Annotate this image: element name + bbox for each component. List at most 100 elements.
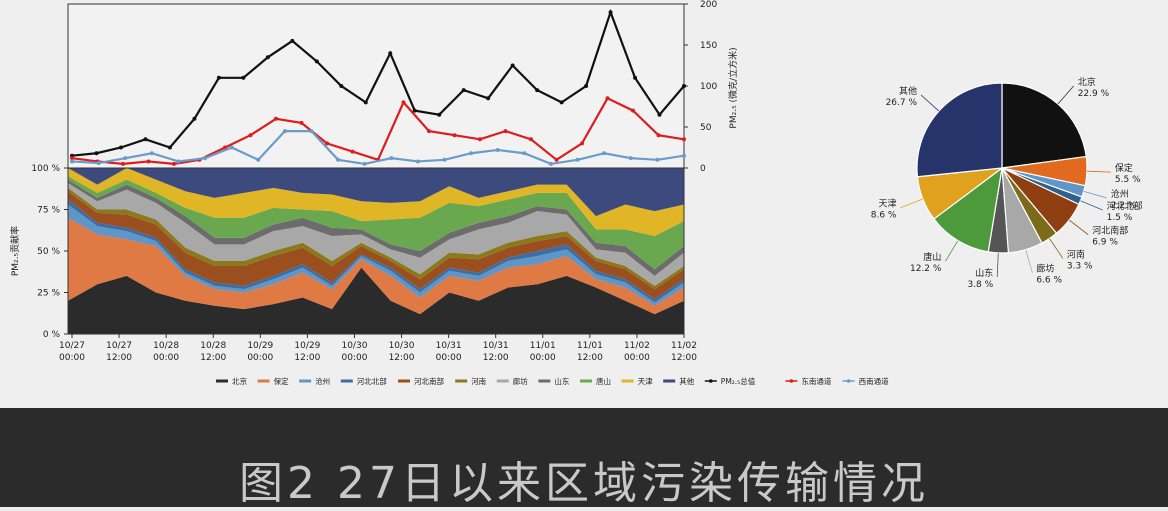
x-tick-date: 10/27 bbox=[106, 341, 132, 351]
point-东南通道 bbox=[503, 129, 508, 134]
point-PM₂.₅总值 bbox=[388, 51, 393, 56]
left-tick-label: 50 % bbox=[37, 247, 60, 257]
x-tick-date: 10/29 bbox=[294, 341, 320, 351]
legend-label: 天津 bbox=[638, 377, 653, 386]
legend-label: 沧州 bbox=[315, 376, 330, 386]
point-PM₂.₅总值 bbox=[486, 96, 491, 101]
pie-leader-line bbox=[900, 198, 923, 209]
point-西南通道 bbox=[229, 145, 234, 150]
point-东南通道 bbox=[223, 145, 227, 150]
point-PM₂.₅总值 bbox=[143, 137, 148, 142]
x-tick-time: 12:00 bbox=[389, 353, 415, 363]
right-axis-label: PM₂.₅ (微克/立方米) bbox=[727, 47, 739, 128]
pie-label-value: 6.6 % bbox=[1036, 276, 1062, 286]
pie-label-name: 其他 bbox=[899, 85, 917, 97]
point-PM₂.₅总值 bbox=[363, 100, 368, 105]
x-tick-date: 11/01 bbox=[530, 341, 556, 351]
pie-slice-其他 bbox=[916, 82, 1003, 178]
area-保定 bbox=[68, 217, 684, 315]
point-东南通道 bbox=[70, 156, 74, 161]
x-tick-date: 10/30 bbox=[341, 341, 367, 351]
legend-label: 唐山 bbox=[596, 376, 611, 386]
point-PM₂.₅总值 bbox=[94, 151, 99, 156]
point-东南通道 bbox=[452, 133, 457, 138]
x-tick-date: 10/30 bbox=[389, 341, 415, 351]
area-其他 bbox=[68, 168, 684, 217]
point-东南通道 bbox=[427, 129, 431, 134]
pie-label-name: 河北北部 bbox=[1107, 200, 1143, 212]
pie-label-name: 唐山 bbox=[923, 251, 941, 263]
pie-label-value: 5.5 % bbox=[1115, 175, 1141, 185]
point-东南通道 bbox=[172, 161, 176, 166]
point-西南通道 bbox=[522, 151, 527, 156]
pie-label-name: 沧州 bbox=[1111, 188, 1129, 200]
point-PM₂.₅总值 bbox=[633, 75, 638, 80]
figure-area: 0 % 25 % 50 % 75 % 100 % PM₂.₅贡献率 0 50 100 150 200… bbox=[9, 0, 1143, 386]
pie-label-name: 山东 bbox=[975, 267, 993, 279]
pie-leader-line bbox=[1083, 191, 1107, 199]
left-tick-label: 100 % bbox=[31, 164, 60, 174]
left-tick-label: 75 % bbox=[37, 206, 60, 216]
point-西南通道 bbox=[282, 129, 287, 134]
point-西南通道 bbox=[70, 159, 74, 164]
legend-label: 保定 bbox=[274, 376, 289, 386]
point-PM₂.₅总值 bbox=[290, 38, 295, 43]
right-tick-label: 0 bbox=[700, 164, 706, 174]
point-东南通道 bbox=[146, 159, 151, 164]
pie-label-value: 12.2 % bbox=[910, 264, 942, 274]
point-PM₂.₅总值 bbox=[118, 145, 123, 150]
point-西南通道 bbox=[389, 156, 394, 161]
point-西南通道 bbox=[628, 156, 633, 161]
pie-label-value: 2.2 % bbox=[1111, 201, 1137, 211]
x-tick-time: 12:00 bbox=[294, 353, 320, 363]
point-PM₂.₅总值 bbox=[339, 84, 344, 88]
x-tick-date: 10/28 bbox=[153, 341, 179, 351]
point-PM₂.₅总值 bbox=[241, 75, 246, 80]
chart-canvas: 0 % 25 % 50 % 75 % 100 % PM₂.₅贡献率 0 50 100 150 200… bbox=[9, 0, 1143, 386]
left-axis-label: PM₂.₅贡献率 bbox=[9, 226, 21, 276]
point-东南通道 bbox=[605, 96, 610, 101]
legend-marker bbox=[709, 379, 713, 383]
legend-label: 山东 bbox=[554, 376, 569, 386]
legend-label: 东南通道 bbox=[801, 376, 831, 386]
legend-marker bbox=[789, 379, 794, 383]
point-西南通道 bbox=[362, 161, 367, 166]
point-PM₂.₅总值 bbox=[535, 88, 540, 93]
point-PM₂.₅总值 bbox=[167, 145, 172, 150]
figure-caption: 图2 27日以来区域污染传输情况 bbox=[239, 458, 929, 509]
point-PM₂.₅总值 bbox=[657, 112, 662, 117]
point-西南通道 bbox=[149, 151, 154, 156]
point-西南通道 bbox=[469, 151, 474, 156]
point-西南通道 bbox=[602, 151, 607, 156]
x-tick-time: 12:00 bbox=[200, 353, 226, 363]
pie-leader-line bbox=[920, 94, 940, 112]
legend-label: 河北南部 bbox=[414, 376, 444, 386]
point-西南通道 bbox=[682, 153, 686, 158]
x-tick-time: 00:00 bbox=[247, 353, 273, 363]
point-西南通道 bbox=[442, 157, 447, 162]
pie-label-name: 北京 bbox=[1078, 76, 1096, 88]
point-东南通道 bbox=[121, 161, 125, 166]
pie-label-name: 保定 bbox=[1115, 162, 1133, 174]
pie-label-value: 3.3 % bbox=[1067, 261, 1093, 271]
area-廊坊 bbox=[68, 182, 684, 286]
pie-label-value: 6.9 % bbox=[1092, 238, 1118, 248]
point-西南通道 bbox=[655, 157, 660, 162]
point-东南通道 bbox=[529, 137, 533, 142]
pie-label-value: 1.5 % bbox=[1107, 213, 1133, 223]
pie-label-name: 河北南部 bbox=[1092, 225, 1128, 237]
legend-label: 河南 bbox=[471, 376, 486, 386]
pie-label-name: 天津 bbox=[878, 199, 896, 210]
x-tick-time: 00:00 bbox=[59, 353, 85, 363]
pie-slice-唐山 bbox=[933, 166, 1003, 253]
point-东南通道 bbox=[656, 133, 661, 138]
point-PM₂.₅总值 bbox=[412, 108, 417, 113]
pie-label-value: 22.9 % bbox=[1078, 89, 1110, 99]
pie-leader-line bbox=[1025, 249, 1033, 273]
area-沧州 bbox=[68, 204, 684, 306]
x-tick-time: 00:00 bbox=[530, 353, 556, 363]
point-PM₂.₅总值 bbox=[192, 116, 197, 121]
point-PM₂.₅总值 bbox=[216, 75, 221, 80]
point-西南通道 bbox=[96, 161, 101, 166]
pie-leader-line bbox=[1057, 85, 1075, 105]
